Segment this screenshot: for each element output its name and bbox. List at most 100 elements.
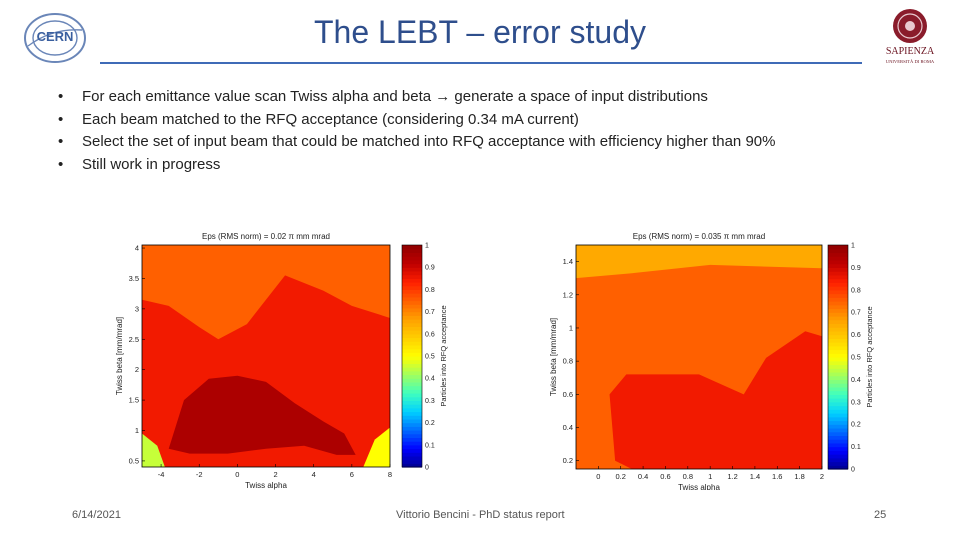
colorbar-segment bbox=[828, 383, 848, 388]
colorbar-segment bbox=[402, 256, 422, 261]
x-tick-label: -2 bbox=[196, 470, 203, 479]
colorbar-segment bbox=[828, 450, 848, 455]
x-tick-label: 1.2 bbox=[727, 472, 737, 481]
colorbar-segment bbox=[828, 461, 848, 466]
x-axis-label: Twiss alpha bbox=[245, 481, 287, 490]
colorbar-segment bbox=[828, 435, 848, 440]
colorbar-segment bbox=[828, 465, 848, 470]
x-tick-label: 0 bbox=[235, 470, 239, 479]
colorbar-segment bbox=[402, 248, 422, 253]
colorbar-segment bbox=[402, 374, 422, 379]
colorbar-segment bbox=[402, 300, 422, 305]
colorbar-segment bbox=[402, 404, 422, 409]
slide-title: The LEBT – error study bbox=[314, 14, 646, 50]
colorbar-frame bbox=[827, 244, 849, 470]
colorbar-segment bbox=[402, 330, 422, 335]
colorbar-segment bbox=[828, 286, 848, 291]
bullet-text: Select the set of input beam that could … bbox=[82, 133, 776, 150]
cern-logo-icon: CERN bbox=[24, 13, 86, 63]
contour-plot-right: Eps (RMS norm) = 0.035 π mm mrad 0 0.2 0.4 0… bbox=[549, 232, 874, 490]
y-tick-label: 1.4 bbox=[563, 257, 573, 266]
colorbar-segment bbox=[828, 368, 848, 373]
colorbar-segment bbox=[828, 413, 848, 418]
colorbar-segment bbox=[402, 315, 422, 320]
colorbar-segment bbox=[828, 345, 848, 351]
y-tick-label: 1 bbox=[135, 426, 139, 435]
colorbar-segment bbox=[402, 396, 422, 401]
colorbar bbox=[401, 244, 423, 468]
colorbar-tick-label: 0.2 bbox=[425, 420, 435, 427]
colorbar-segment bbox=[828, 319, 848, 324]
colorbar-segment bbox=[828, 379, 848, 384]
colorbar-segment bbox=[828, 401, 848, 407]
colorbar-segment bbox=[402, 418, 422, 424]
y-tick-label: 1 bbox=[569, 323, 573, 332]
colorbar-segment bbox=[402, 270, 422, 276]
colorbar-segment bbox=[402, 267, 422, 272]
colorbar-segment bbox=[402, 344, 422, 350]
colorbar-segment bbox=[828, 248, 848, 254]
colorbar-tick-label: 0.5 bbox=[425, 354, 435, 361]
y-tick-label: 2.5 bbox=[129, 335, 139, 344]
colorbar-segment bbox=[828, 308, 848, 313]
colorbar-segment bbox=[828, 457, 848, 463]
colorbar-tick-label: 0.8 bbox=[425, 287, 435, 294]
colorbar-tick-label: 0.3 bbox=[851, 399, 861, 406]
colorbar-segment bbox=[402, 278, 422, 283]
colorbar-segment bbox=[828, 431, 848, 436]
x-tick-label: -4 bbox=[158, 470, 165, 479]
colorbar-segment bbox=[402, 356, 422, 361]
colorbar-segment bbox=[402, 333, 422, 339]
y-axis-label: Twiss beta [mm/mrad] bbox=[115, 317, 124, 395]
colorbar-segment bbox=[828, 301, 848, 306]
x-tick-label: 1 bbox=[708, 472, 712, 481]
colorbar-segment bbox=[402, 455, 422, 461]
colorbar-tick-label: 0.1 bbox=[425, 442, 435, 449]
colorbar-label: Particles into RFQ acceptance bbox=[439, 305, 448, 406]
plot-frame bbox=[141, 244, 391, 468]
colorbar-segment bbox=[828, 416, 848, 422]
colorbar-segment bbox=[828, 375, 848, 380]
bullet-dot: • bbox=[58, 133, 64, 150]
colorbar-segment bbox=[828, 371, 848, 377]
x-axis-label: Twiss alpha bbox=[678, 483, 720, 490]
footer-page-number: 25 bbox=[874, 509, 887, 521]
colorbar-segment bbox=[402, 359, 422, 364]
colorbar-segment bbox=[828, 394, 848, 399]
x-tick-label: 0.8 bbox=[683, 472, 693, 481]
x-tick-label: 4 bbox=[312, 470, 316, 479]
colorbar-segment bbox=[828, 427, 848, 433]
colorbar-segment bbox=[828, 259, 848, 265]
colorbar-segment bbox=[402, 370, 422, 376]
colorbar-segment bbox=[828, 327, 848, 332]
colorbar-segment bbox=[402, 422, 422, 427]
bullet-text: Each beam matched to the RFQ acceptance … bbox=[82, 110, 579, 128]
x-tick-label: 0 bbox=[596, 472, 600, 481]
colorbar-segment bbox=[828, 390, 848, 395]
colorbar-tick-label: 0 bbox=[851, 467, 855, 474]
colorbar-segment bbox=[402, 389, 422, 394]
x-tick-label: 8 bbox=[388, 470, 392, 479]
x-tick-label: 1.6 bbox=[772, 472, 782, 481]
colorbar-segment bbox=[402, 282, 422, 287]
colorbar-segment bbox=[402, 385, 422, 390]
plot-area bbox=[142, 245, 390, 467]
colorbar-segment bbox=[402, 348, 422, 353]
colorbar-segment bbox=[828, 446, 848, 451]
colorbar-segment bbox=[828, 274, 848, 280]
x-tick-label: 1.4 bbox=[750, 472, 760, 481]
bullet-dot: • bbox=[58, 155, 64, 173]
bullet-item: • For each emittance value scan Twiss alp… bbox=[58, 86, 775, 109]
colorbar-segment bbox=[402, 304, 422, 309]
colorbar-segment bbox=[402, 274, 422, 279]
colorbar-segment bbox=[828, 245, 848, 250]
colorbar-segment bbox=[828, 282, 848, 287]
colorbar-segment bbox=[828, 424, 848, 429]
colorbar-segment bbox=[402, 245, 422, 250]
footer-date: 6/14/2021 bbox=[72, 509, 121, 521]
plot-frame bbox=[575, 244, 823, 470]
colorbar-segment bbox=[828, 278, 848, 283]
colorbar-segment bbox=[402, 430, 422, 435]
colorbar-segment bbox=[828, 293, 848, 298]
footer-author: Vittorio Bencini - PhD status report bbox=[396, 509, 565, 521]
